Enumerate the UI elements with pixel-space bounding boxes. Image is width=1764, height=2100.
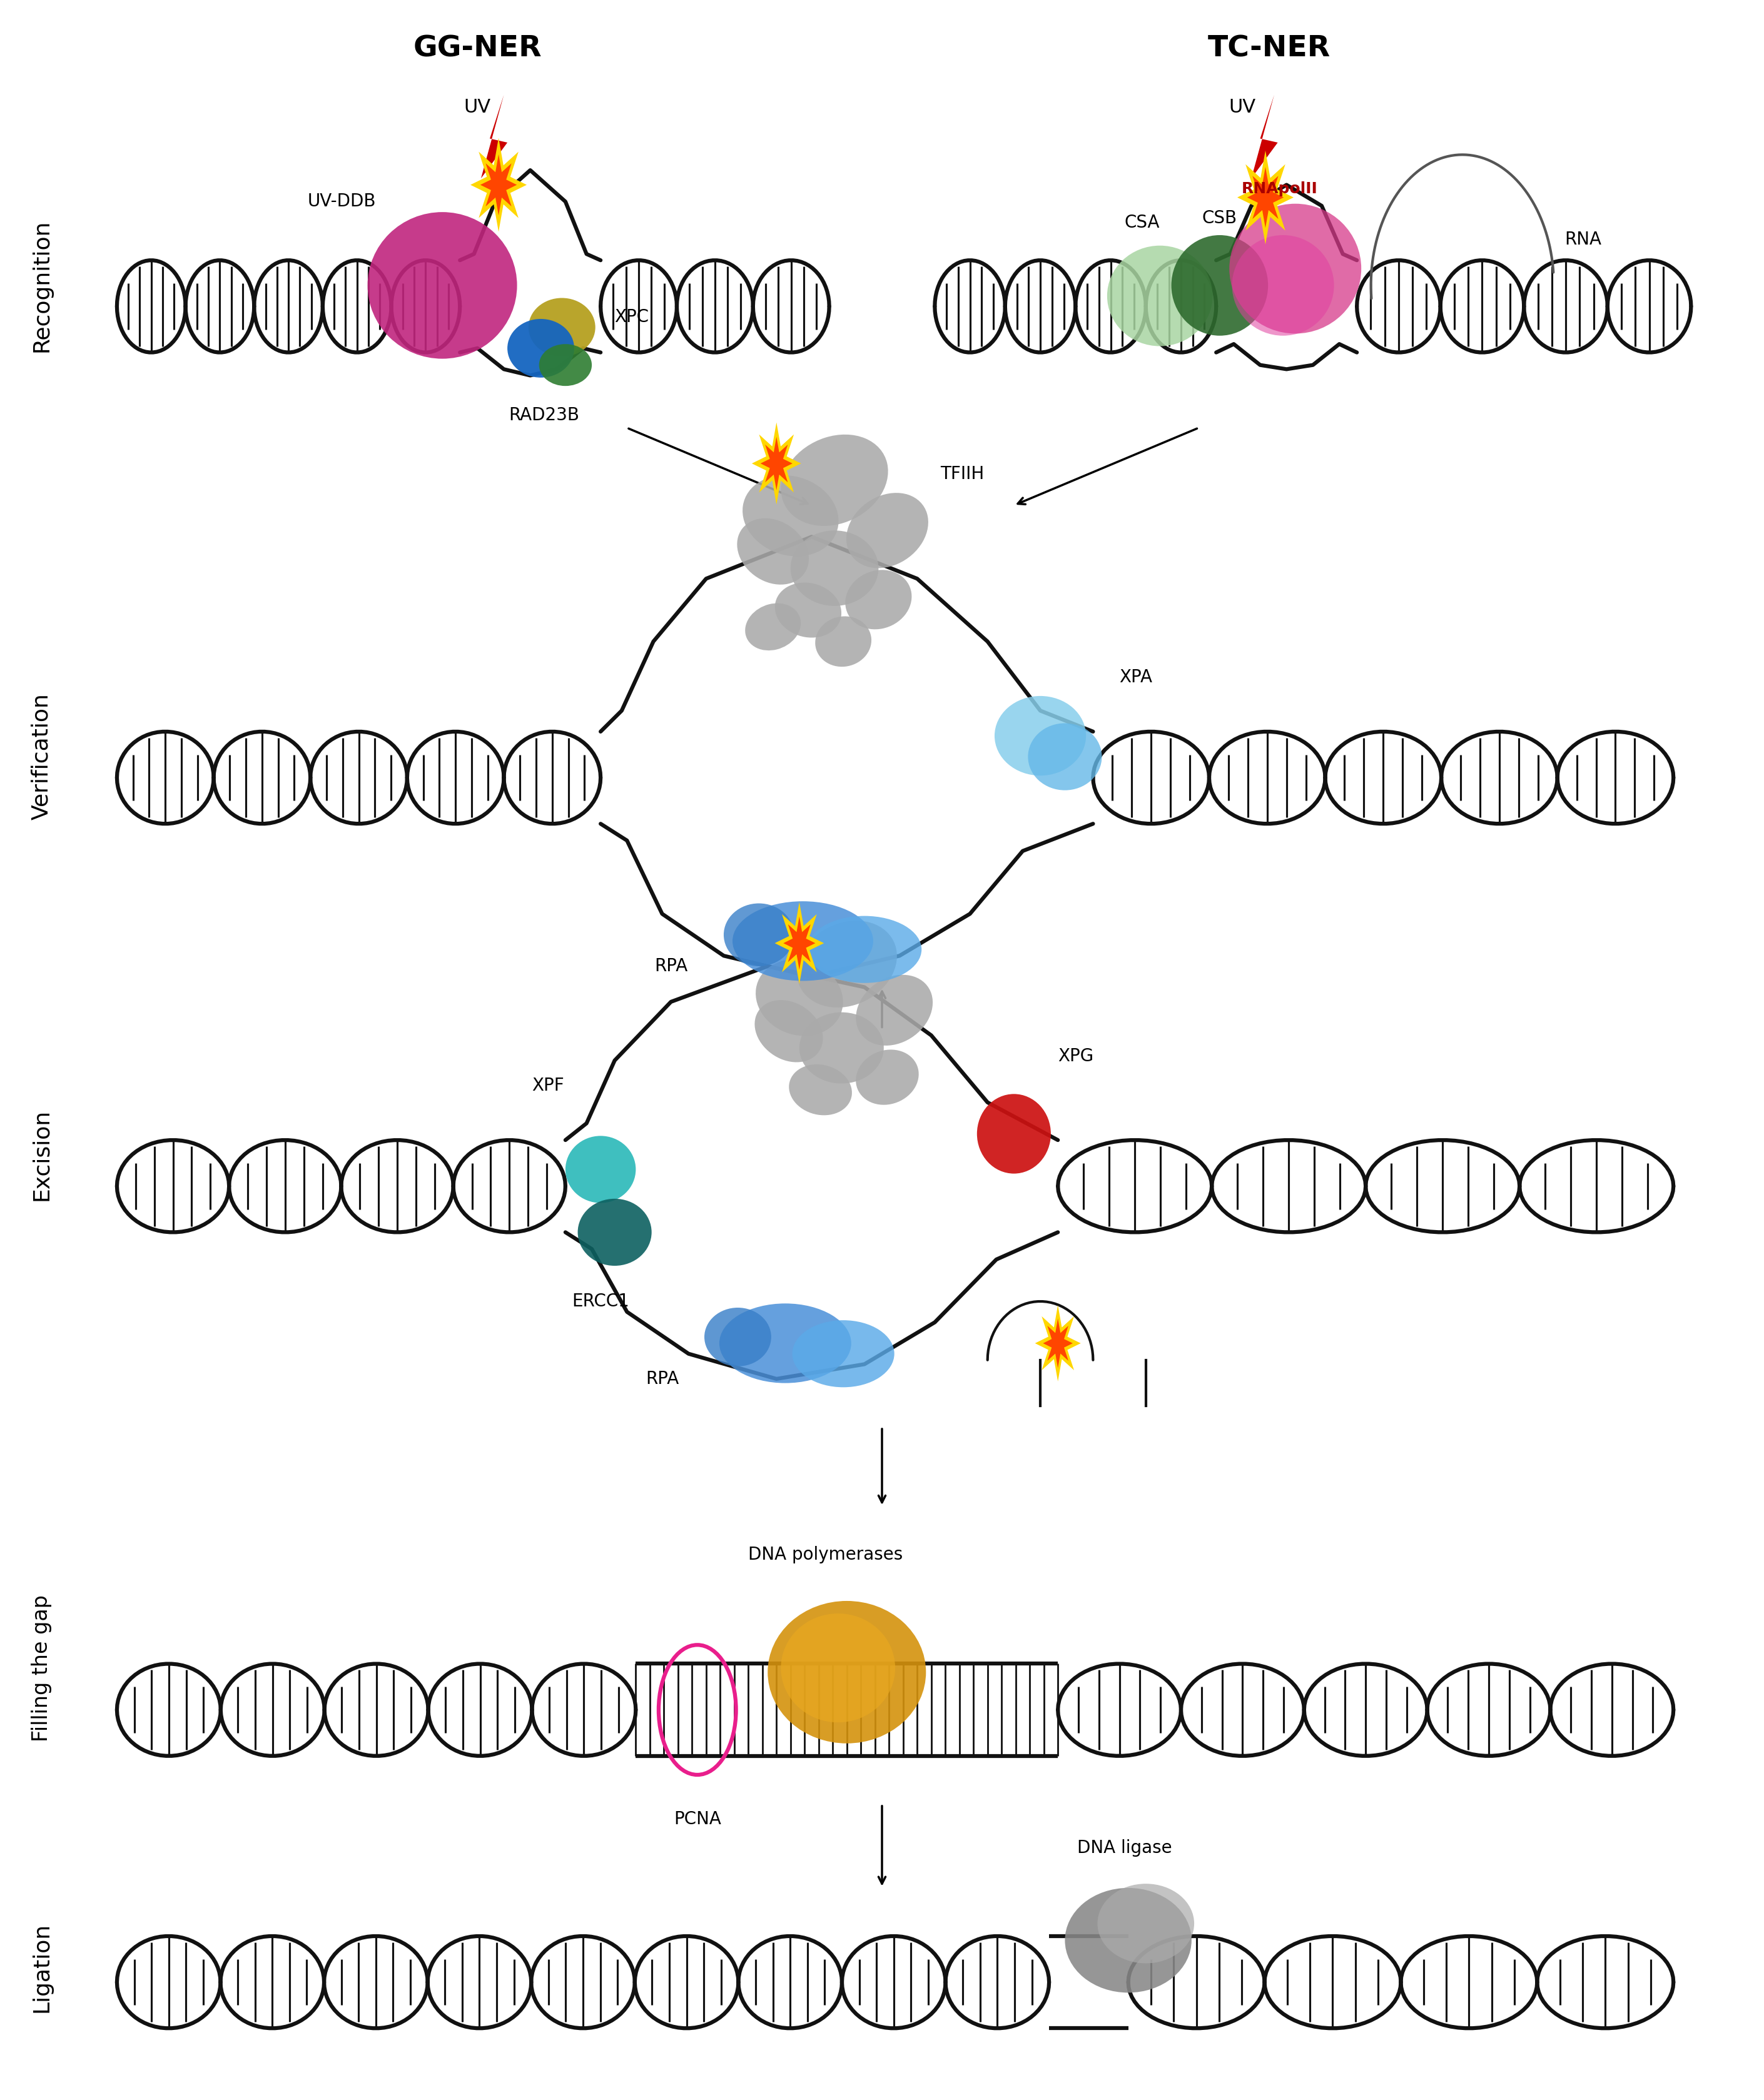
Ellipse shape [1231,235,1334,336]
Polygon shape [482,94,508,178]
Ellipse shape [579,1199,651,1266]
Text: TFIIH: TFIIH [940,466,984,483]
Polygon shape [760,437,792,489]
Text: DNA ligase: DNA ligase [1078,1840,1171,1856]
Text: RNA: RNA [1565,231,1602,248]
Text: CSB: CSB [1201,210,1237,227]
Text: Ligation: Ligation [30,1922,51,2012]
Polygon shape [1043,1319,1073,1367]
Ellipse shape [799,1012,884,1084]
Ellipse shape [723,903,794,966]
Ellipse shape [847,494,928,569]
Ellipse shape [720,1304,852,1384]
Ellipse shape [808,916,921,983]
Ellipse shape [1097,1884,1194,1964]
Ellipse shape [743,475,838,556]
Polygon shape [1251,94,1277,178]
Text: UV-DDB: UV-DDB [307,193,376,210]
Text: RAD23B: RAD23B [510,407,580,424]
Ellipse shape [815,615,871,666]
Ellipse shape [977,1094,1051,1174]
Text: Recognition: Recognition [30,218,51,353]
Ellipse shape [767,1600,926,1743]
Ellipse shape [755,1000,822,1063]
Text: CSA: CSA [1125,214,1161,231]
Ellipse shape [737,519,810,584]
Ellipse shape [856,974,933,1046]
Ellipse shape [1108,246,1212,347]
Ellipse shape [797,920,896,1008]
Polygon shape [480,155,517,216]
Text: RPA: RPA [654,958,688,974]
Ellipse shape [529,298,594,357]
Text: XPC: XPC [614,309,649,326]
Polygon shape [1247,166,1284,229]
Ellipse shape [789,1065,852,1115]
Text: PCNA: PCNA [674,1810,721,1827]
Text: DNA polymerases: DNA polymerases [748,1546,903,1562]
Polygon shape [1237,151,1293,244]
Text: XPF: XPF [531,1077,564,1094]
Text: XPG: XPG [1058,1048,1094,1065]
Ellipse shape [856,1050,919,1105]
Text: Verification: Verification [30,693,51,821]
Polygon shape [774,903,824,985]
Ellipse shape [845,569,912,630]
Text: GG-NER: GG-NER [413,34,542,63]
Text: ERCC1: ERCC1 [572,1294,630,1310]
Ellipse shape [781,1613,894,1722]
Ellipse shape [1028,722,1102,790]
Text: UV: UV [464,99,490,116]
Polygon shape [471,139,527,231]
Ellipse shape [732,901,873,981]
Text: RPA: RPA [646,1369,679,1388]
Text: UV: UV [1230,99,1256,116]
Ellipse shape [508,319,575,378]
Text: XPA: XPA [1120,668,1152,687]
Polygon shape [751,422,801,504]
Ellipse shape [540,344,591,386]
Text: TC-NER: TC-NER [1208,34,1330,63]
Text: Excision: Excision [30,1109,51,1201]
Ellipse shape [792,1321,894,1388]
Text: RNApolII: RNApolII [1242,181,1318,197]
Ellipse shape [774,582,841,638]
Ellipse shape [1065,1888,1191,1993]
Ellipse shape [1171,235,1268,336]
Ellipse shape [704,1308,771,1367]
Ellipse shape [367,212,517,359]
Ellipse shape [744,603,801,651]
Text: Filling the gap: Filling the gap [32,1594,51,1741]
Polygon shape [1035,1304,1081,1382]
Ellipse shape [781,435,887,525]
Ellipse shape [995,695,1087,775]
Polygon shape [783,916,815,970]
Ellipse shape [790,531,878,607]
Ellipse shape [566,1136,635,1203]
Ellipse shape [1230,204,1362,334]
Ellipse shape [755,960,843,1035]
